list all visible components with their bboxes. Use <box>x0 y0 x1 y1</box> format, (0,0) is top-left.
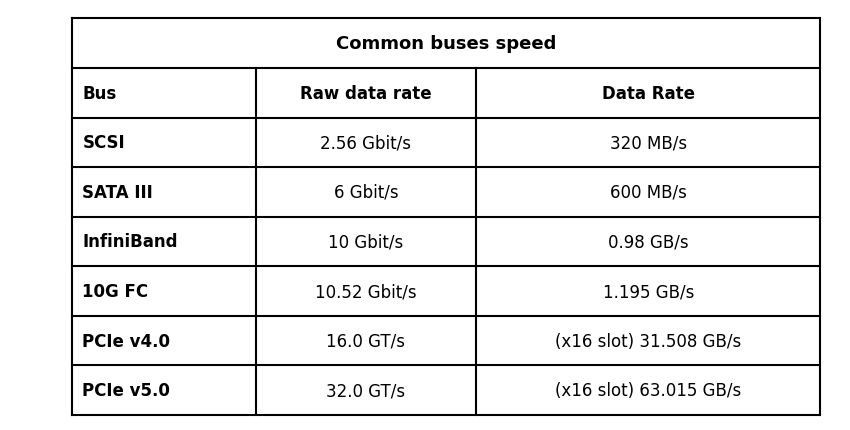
Text: 6 Gbit/s: 6 Gbit/s <box>333 184 398 201</box>
Text: 16.0 GT/s: 16.0 GT/s <box>326 332 405 350</box>
Text: 32.0 GT/s: 32.0 GT/s <box>326 381 405 399</box>
Text: InfiniBand: InfiniBand <box>82 233 178 251</box>
Text: (x16 slot) 31.508 GB/s: (x16 slot) 31.508 GB/s <box>555 332 741 350</box>
Text: Raw data rate: Raw data rate <box>300 85 432 102</box>
Text: 10G FC: 10G FC <box>82 283 149 300</box>
Text: 320 MB/s: 320 MB/s <box>609 134 687 152</box>
Text: SATA III: SATA III <box>82 184 153 201</box>
Text: 600 MB/s: 600 MB/s <box>609 184 687 201</box>
Text: (x16 slot) 63.015 GB/s: (x16 slot) 63.015 GB/s <box>555 381 741 399</box>
Text: 0.98 GB/s: 0.98 GB/s <box>608 233 689 251</box>
Text: 10 Gbit/s: 10 Gbit/s <box>328 233 404 251</box>
Text: Data Rate: Data Rate <box>602 85 694 102</box>
Text: PCIe v5.0: PCIe v5.0 <box>82 381 170 399</box>
Text: SCSI: SCSI <box>82 134 125 152</box>
Text: Bus: Bus <box>82 85 116 102</box>
Text: Common buses speed: Common buses speed <box>336 35 557 53</box>
Text: 10.52 Gbit/s: 10.52 Gbit/s <box>315 283 416 300</box>
Text: 1.195 GB/s: 1.195 GB/s <box>603 283 694 300</box>
Text: PCIe v4.0: PCIe v4.0 <box>82 332 171 350</box>
Text: 2.56 Gbit/s: 2.56 Gbit/s <box>320 134 411 152</box>
